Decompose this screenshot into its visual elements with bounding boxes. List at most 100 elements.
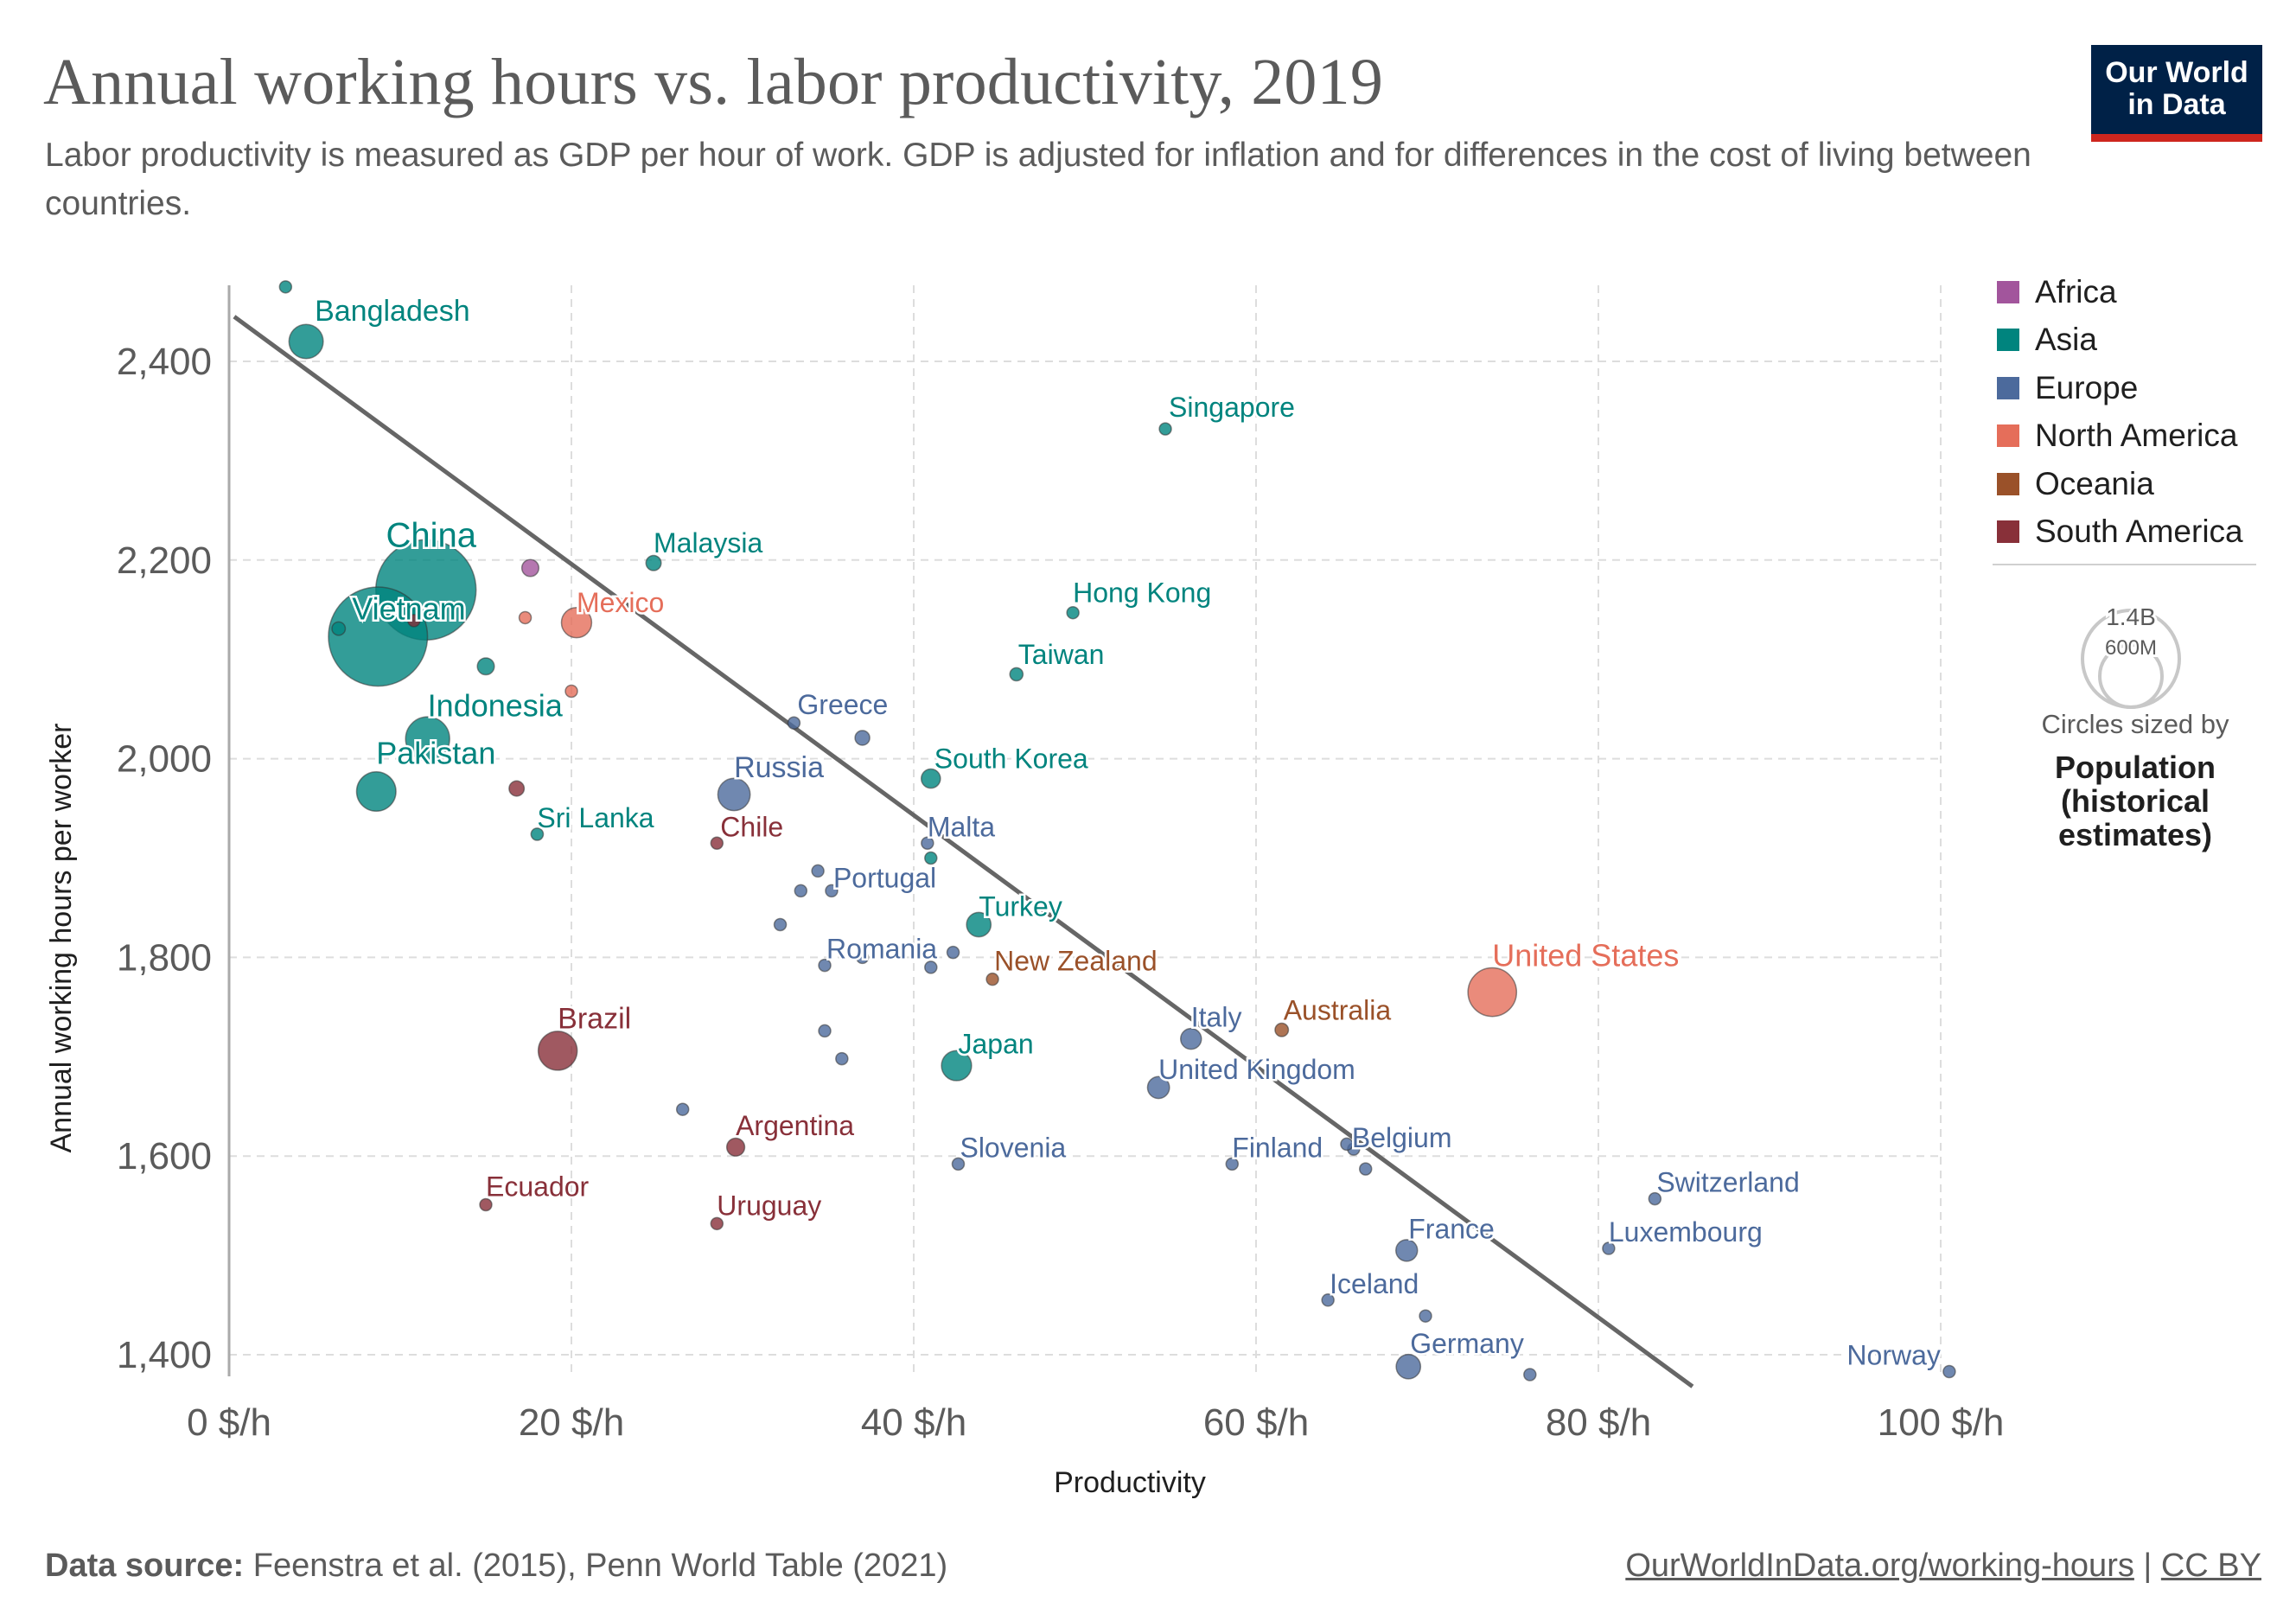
point-unlabeled: [675, 1102, 690, 1116]
label-switzerland: Switzerland: [1656, 1167, 1799, 1198]
point-brazil: [537, 1031, 578, 1071]
label-romania: Romania: [826, 934, 937, 965]
chart-title: Annual working hours vs. labor productiv…: [43, 46, 1384, 118]
label-bangladesh: Bangladesh: [315, 295, 470, 328]
point-indonesia: [405, 716, 450, 762]
point-unlabeled: [835, 1051, 849, 1066]
label-vietnam: Vietnam: [352, 590, 465, 626]
point-pakistan: [355, 770, 397, 813]
point-argentina: [725, 1137, 746, 1158]
y-tick-label: 2,200: [117, 539, 212, 582]
point-unlabeled: [331, 621, 347, 636]
trend-layer: [233, 315, 1694, 1388]
point-unlabeled: [854, 730, 871, 746]
y-axis-label: Annual working hours per worker: [45, 723, 78, 1152]
point-greece: [787, 716, 801, 730]
x-tick-label: 0 $/h: [187, 1401, 271, 1444]
legend-item-north-america[interactable]: North America: [1997, 412, 2274, 461]
point-unlabeled: [564, 684, 578, 699]
label-hong-kong: Hong Kong: [1073, 578, 1211, 609]
point-vietnam: [328, 586, 429, 687]
size-legend: 1.4B 600M: [2081, 601, 2181, 709]
point-unlabeled: [407, 614, 421, 628]
legend-item-africa[interactable]: Africa: [1997, 268, 2274, 316]
data-points: [278, 280, 1956, 1382]
owid-logo[interactable]: Our World in Data: [2091, 45, 2262, 142]
point-unlabeled: [476, 657, 495, 676]
point-unlabeled: [1340, 1137, 1354, 1152]
y-tick-label: 1,600: [117, 1135, 212, 1177]
y-tick-label: 2,000: [117, 738, 212, 781]
label-portugal: Portugal: [833, 862, 936, 893]
x-tick-label: 40 $/h: [861, 1401, 966, 1444]
label-ecuador: Ecuador: [486, 1171, 590, 1203]
point-unlabeled: [520, 558, 540, 578]
point-unlabeled: [1419, 1309, 1432, 1323]
axes: 0 $/h 20 $/h 40 $/h 60 $/h 80 $/h 100 $/h 1,40…: [117, 285, 2004, 1444]
label-greece: Greece: [797, 689, 888, 720]
label-pakistan: Pakistan: [376, 736, 495, 771]
point-unlabeled: [924, 960, 938, 974]
label-germany: Germany: [1410, 1328, 1524, 1359]
label-malaysia: Malaysia: [654, 527, 762, 558]
x-axis-label: Productivity: [1054, 1466, 1206, 1499]
point-mexico: [560, 606, 593, 639]
source-url-link[interactable]: OurWorldInData.org/working-hours: [1625, 1548, 2134, 1584]
label-china: China: [386, 516, 476, 554]
point-unlabeled: [278, 280, 293, 294]
legend-item-asia[interactable]: Asia: [1997, 316, 2274, 365]
legend-item-europe[interactable]: Europe: [1997, 364, 2274, 412]
size-legend-big-label: 1.4B: [2106, 603, 2156, 630]
x-tick-label: 20 $/h: [519, 1401, 624, 1444]
label-brazil: Brazil: [558, 1002, 631, 1035]
point-unlabeled: [508, 780, 526, 797]
legend-label: Europe: [2035, 369, 2139, 405]
point-japan: [941, 1050, 973, 1082]
point-unlabeled: [794, 884, 808, 898]
point-unlabeled: [518, 610, 533, 625]
point-slovenia: [951, 1157, 966, 1171]
legend-swatch: [1997, 472, 2019, 495]
point-australia: [1274, 1022, 1290, 1037]
x-tick-label: 80 $/h: [1546, 1401, 1651, 1444]
point-italy: [1180, 1027, 1202, 1050]
label-united-states: United States: [1492, 938, 1679, 973]
legend-item-south-america[interactable]: South America: [1997, 508, 2274, 557]
point-bangladesh: [288, 323, 324, 360]
point-chile: [710, 836, 724, 851]
size-legend-small-label: 600M: [2105, 636, 2157, 660]
point-unlabeled: [855, 950, 870, 965]
label-russia: Russia: [734, 751, 824, 784]
point-portugal: [825, 884, 839, 898]
label-norway: Norway: [1846, 1340, 1940, 1371]
size-legend-note: Circles sized by: [2041, 709, 2229, 739]
label-slovenia: Slovenia: [960, 1132, 1066, 1163]
footer-separator: |: [2143, 1548, 2152, 1584]
point-new-zealand: [985, 972, 999, 986]
point-germany: [1395, 1353, 1422, 1380]
y-tick-label: 1,800: [117, 936, 212, 979]
legend-item-oceania[interactable]: Oceania: [1997, 460, 2274, 508]
point-uruguay: [710, 1216, 724, 1231]
point-unlabeled: [1523, 1368, 1537, 1382]
legend-label: Asia: [2035, 322, 2097, 358]
label-japan: Japan: [959, 1029, 1034, 1060]
license-link[interactable]: CC BY: [2160, 1548, 2261, 1584]
label-argentina: Argentina: [736, 1110, 854, 1141]
color-legend: Africa Asia Europe North America Oceania…: [1997, 268, 2274, 556]
point-labels: Bangladesh Singapore China Vietnam Malaysia M…: [313, 293, 1943, 1374]
label-luxembourg: Luxembourg: [1609, 1216, 1763, 1248]
point-south-korea: [920, 768, 941, 789]
label-australia: Australia: [1284, 994, 1392, 1025]
point-ecuador: [479, 1197, 493, 1212]
legend-label: South America: [2035, 514, 2243, 550]
point-malaysia: [645, 554, 662, 571]
point-turkey: [966, 911, 992, 938]
chart-subtitle: Labor productivity is measured as GDP pe…: [45, 137, 2031, 222]
point-hong-kong: [1066, 605, 1080, 620]
y-tick-label: 1,400: [117, 1334, 212, 1376]
point-unlabeled: [811, 864, 825, 878]
point-switzerland: [1648, 1191, 1662, 1206]
gridlines: [229, 285, 1942, 1376]
